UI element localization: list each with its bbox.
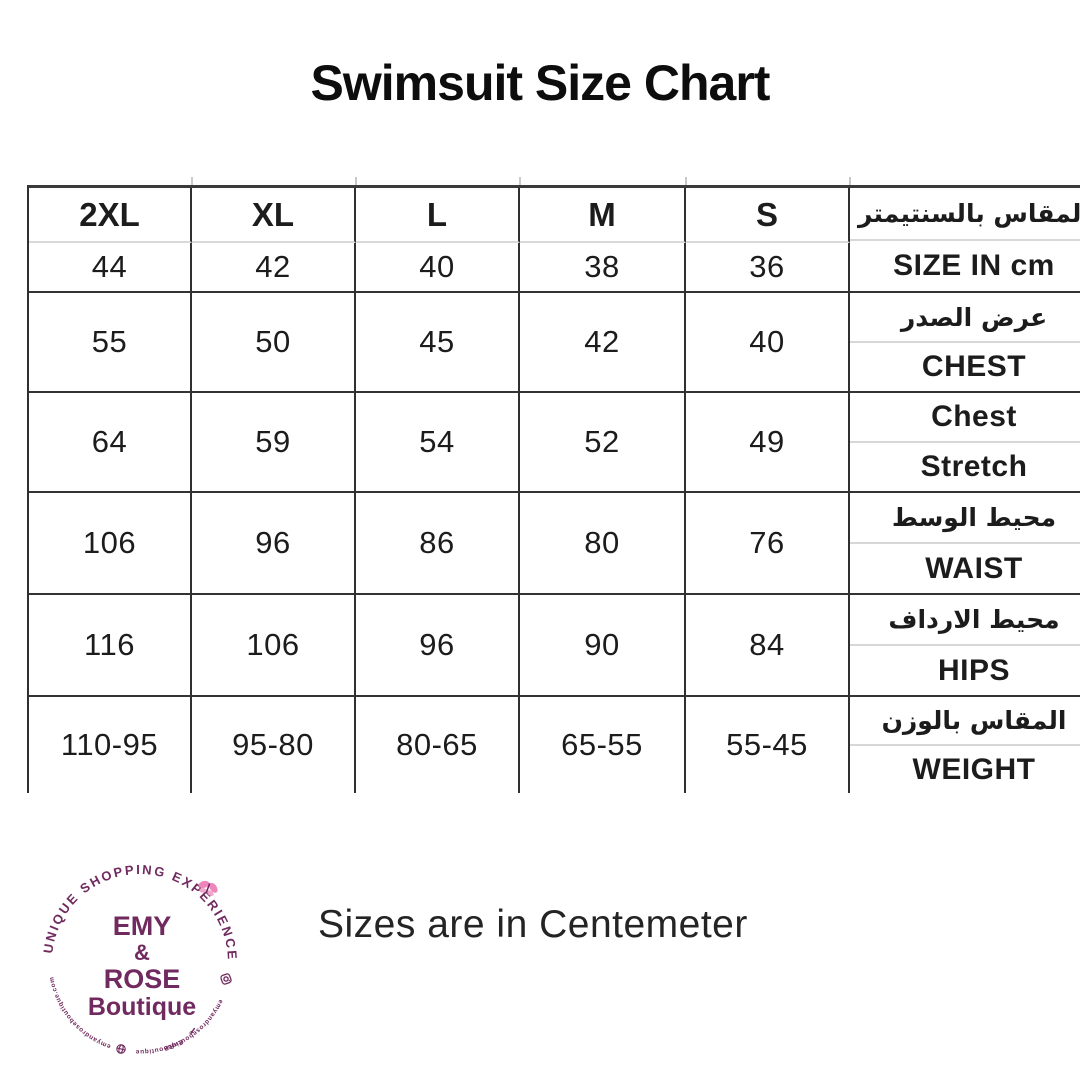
waist-cell: 106 <box>29 493 192 595</box>
chest-cell: 45 <box>356 293 520 393</box>
waist-cell: 76 <box>686 493 850 595</box>
row-label-hips-arabic: محيط الارداف <box>850 595 1080 646</box>
page-title: Swimsuit Size Chart <box>310 55 771 111</box>
weight-cell: 80-65 <box>356 697 520 793</box>
size-cm-cell: 40 <box>356 243 520 293</box>
logo-facebook-handle: EnRBoutique <box>135 1038 184 1055</box>
size-header-cell: XL <box>192 188 356 243</box>
gridline-tick <box>849 177 851 187</box>
row-label-waist-english: WAIST <box>925 551 1023 585</box>
row-label-weight-arabic: المقاس بالوزن <box>850 697 1080 746</box>
butterfly-icon <box>198 880 218 896</box>
size-chart-table: 2XL XL L M S المقاس بالسنتيمتر SIZE IN c… <box>27 185 1080 793</box>
size-header-cell: M <box>520 188 686 243</box>
weight-cell: 110-95 <box>29 697 192 793</box>
row-label-weight: المقاس بالوزن WEIGHT <box>850 697 1080 793</box>
logo-name-boutique: Boutique <box>88 993 196 1021</box>
row-label-chest-stretch-line1: Chest <box>850 393 1080 443</box>
logo-name-amp: & <box>134 940 150 965</box>
row-label-size-english: SIZE IN cm <box>893 248 1055 282</box>
gridline-tick <box>191 177 193 187</box>
chest-stretch-cell: 54 <box>356 393 520 493</box>
hips-cell: 84 <box>686 595 850 697</box>
gridline-tick <box>685 177 687 187</box>
chest-cell: 50 <box>192 293 356 393</box>
logo-name-rose: ROSE <box>104 964 181 994</box>
weight-cell: 55-45 <box>686 697 850 793</box>
size-header-cell: S <box>686 188 850 243</box>
brand-logo: UNIQUE SHOPPING EXPERIENCE EMY & ROSE Bo… <box>40 862 238 1055</box>
chest-stretch-cell: 52 <box>520 393 686 493</box>
instagram-icon <box>220 973 232 985</box>
row-label-waist-arabic: محيط الوسط <box>850 493 1080 544</box>
row-label-hips: محيط الارداف HIPS <box>850 595 1080 697</box>
hips-cell: 96 <box>356 595 520 697</box>
weight-cell: 95-80 <box>192 697 356 793</box>
logo-name-emy: EMY <box>113 911 172 941</box>
row-label-size: المقاس بالسنتيمتر SIZE IN cm <box>850 188 1080 293</box>
hips-cell: 90 <box>520 595 686 697</box>
hips-cell: 106 <box>192 595 356 697</box>
row-label-chest-english: CHEST <box>921 350 1027 383</box>
globe-icon <box>116 1044 126 1054</box>
row-label-chest-arabic: عرض الصدر <box>850 293 1080 343</box>
row-label-size-arabic: المقاس بالسنتيمتر <box>850 188 1080 241</box>
units-note: Sizes are in Centemeter <box>318 903 748 946</box>
size-cm-cell: 44 <box>29 243 192 293</box>
row-label-weight-english: WEIGHT <box>912 752 1036 786</box>
row-label-waist: محيط الوسط WAIST <box>850 493 1080 595</box>
gridline-tick <box>519 177 521 187</box>
facebook-icon: f <box>188 1024 198 1035</box>
gridline-tick <box>355 177 357 187</box>
size-header-cell: 2XL <box>29 188 192 243</box>
chest-stretch-cell: 49 <box>686 393 850 493</box>
waist-cell: 86 <box>356 493 520 595</box>
size-cm-cell: 42 <box>192 243 356 293</box>
weight-cell: 65-55 <box>520 697 686 793</box>
row-label-chest-stretch-line2: Stretch <box>920 450 1028 483</box>
size-cm-cell: 36 <box>686 243 850 293</box>
row-label-chest-stretch: Chest Stretch <box>850 393 1080 493</box>
row-label-chest: عرض الصدر CHEST <box>850 293 1080 393</box>
size-cm-cell: 38 <box>520 243 686 293</box>
chest-cell: 40 <box>686 293 850 393</box>
chest-stretch-cell: 59 <box>192 393 356 493</box>
chest-cell: 55 <box>29 293 192 393</box>
chest-cell: 42 <box>520 293 686 393</box>
waist-cell: 96 <box>192 493 356 595</box>
row-label-hips-english: HIPS <box>937 653 1011 687</box>
size-header-cell: L <box>356 188 520 243</box>
hips-cell: 116 <box>29 595 192 697</box>
waist-cell: 80 <box>520 493 686 595</box>
chest-stretch-cell: 64 <box>29 393 192 493</box>
